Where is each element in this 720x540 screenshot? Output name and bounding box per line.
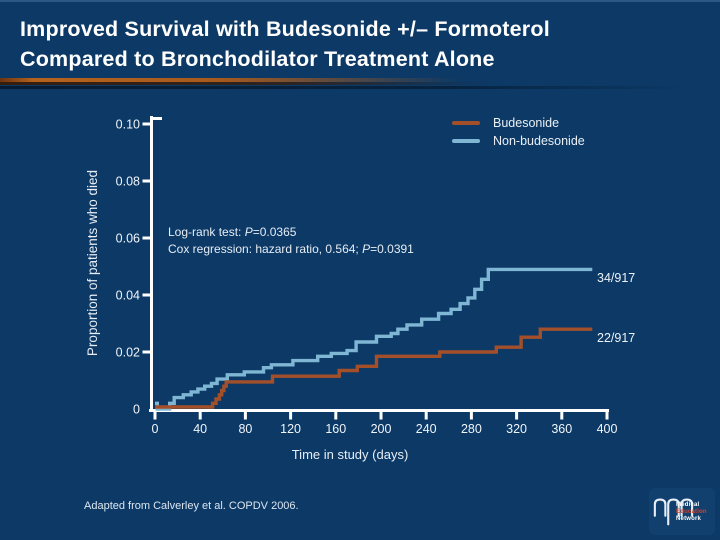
x-tick-label: 160 <box>325 422 346 436</box>
legend-item-budesonide: Budesonide <box>452 114 585 132</box>
logo-text: Medical Education Network <box>676 502 707 523</box>
y-tick-label: 0.10 <box>116 118 140 132</box>
logo-text-network: Network <box>676 516 702 522</box>
page-title-line-2: Compared to Bronchodilator Treatment Alo… <box>20 47 495 71</box>
title-accent-bar <box>0 78 480 82</box>
title-accent-shadow <box>0 86 700 89</box>
legend-label-budesonide: Budesonide <box>493 116 560 130</box>
y-tick-label: 0.04 <box>116 289 140 303</box>
x-tick-label: 40 <box>193 422 207 436</box>
x-axis-title: Time in study (days) <box>291 447 409 462</box>
x-tick-label: 360 <box>551 422 572 436</box>
legend-swatch-budesonide <box>452 121 480 125</box>
budesonide-count-label: 22/917 <box>597 331 636 345</box>
legend-swatch-non-budesonide <box>452 139 480 143</box>
log-rank-p-value: =0.0365 <box>252 225 297 239</box>
legend-item-non-budesonide: Non-budesonide <box>452 132 585 150</box>
cox-regression-text: Cox regression: hazard ratio, 0.564; <box>168 242 363 256</box>
y-tick-label: 0 <box>133 403 140 417</box>
stats-annotation: Log-rank test: P=0.0365 Cox regression: … <box>168 224 414 258</box>
y-tick-label: 0.06 <box>116 232 140 246</box>
source-citation: Adapted from Calverley et al. COPDV 2006… <box>84 500 299 512</box>
y-axis-title: Proportion of patients who died <box>85 169 100 357</box>
non-budesonide-count-label: 34/917 <box>597 271 636 285</box>
log-rank-text: Log-rank test: <box>168 225 245 239</box>
chart-legend: Budesonide Non-budesonide <box>452 114 585 150</box>
legend-label-non-budesonide: Non-budesonide <box>493 134 585 148</box>
men-logo-icon <box>653 498 694 526</box>
title-accent-bar-shade <box>0 82 520 85</box>
page-title-line-1: Improved Survival with Budesonide +/– Fo… <box>20 17 550 41</box>
logo-text-education: Education <box>676 509 707 515</box>
x-tick-label: 280 <box>461 422 482 436</box>
x-tick-label: 200 <box>371 422 392 436</box>
slide-top-edge-highlight <box>0 0 720 2</box>
x-tick-label: 80 <box>238 422 252 436</box>
y-tick-label: 0.02 <box>116 346 140 360</box>
stats-annotation-line-2: Cox regression: hazard ratio, 0.564; P=0… <box>168 241 414 258</box>
stats-annotation-line-1: Log-rank test: P=0.0365 <box>168 224 414 241</box>
medical-education-network-logo: Medical Education Network <box>649 488 715 535</box>
logo-text-medical: Medical <box>676 502 700 508</box>
p-symbol: P <box>362 242 371 256</box>
cox-p-value: =0.0391 <box>370 242 414 256</box>
x-tick-label: 120 <box>280 422 301 436</box>
y-tick-label: 0.08 <box>116 175 140 189</box>
x-tick-label: 240 <box>416 422 437 436</box>
p-symbol: P <box>244 225 253 239</box>
x-tick-label: 320 <box>506 422 527 436</box>
curve-non-budesonide <box>155 267 593 411</box>
x-tick-label: 0 <box>152 422 159 436</box>
x-tick-label: 400 <box>597 422 618 436</box>
page-title: Improved Survival with Budesonide +/– Fo… <box>20 14 715 74</box>
curve-budesonide <box>155 327 593 409</box>
